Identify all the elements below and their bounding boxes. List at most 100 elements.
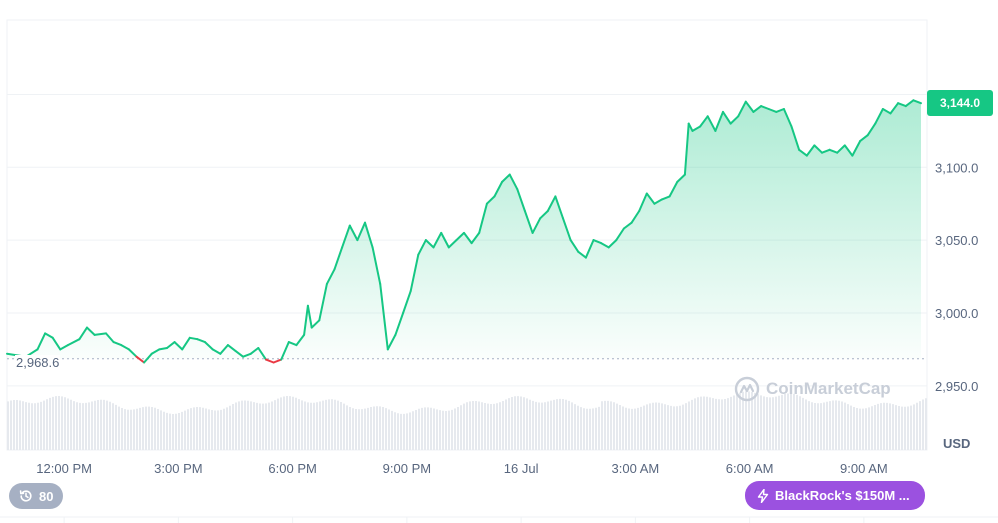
price-line-segment (630, 210, 641, 224)
price-line-segment (508, 173, 519, 191)
price-line-segment (409, 253, 420, 293)
price-line-segment (447, 239, 458, 249)
history-badge[interactable]: 80 (9, 483, 64, 509)
price-line-segment (226, 344, 237, 352)
currency-label: USD (943, 436, 971, 451)
price-line-segment (554, 195, 564, 220)
price-line-segment (120, 344, 130, 351)
price-line-segment (501, 173, 511, 183)
price-line-segment (356, 221, 366, 242)
price-line-segment (211, 348, 222, 355)
price-line-segment (386, 333, 397, 351)
x-tick-label: 9:00 PM (383, 461, 431, 476)
price-line-segment (562, 217, 572, 242)
price-line-segment (143, 352, 153, 364)
price-line-segment (798, 148, 808, 157)
price-line-segment (516, 188, 526, 212)
x-tick-label: 6:00 PM (268, 461, 316, 476)
price-line-segment (737, 100, 747, 118)
coinmarketcap-watermark: CoinMarketCap (734, 376, 891, 402)
price-line-segment (402, 290, 412, 314)
price-line-segment (424, 239, 435, 249)
price-line-segment (881, 108, 892, 115)
price-line-segment (455, 231, 465, 242)
price-line (6, 99, 922, 364)
price-line-segment (752, 105, 763, 113)
y-tick-label: 3,000.0 (935, 306, 978, 321)
price-line-segment (310, 319, 321, 329)
x-tick-label: 9:00 AM (840, 461, 888, 476)
price-line-segment (78, 326, 88, 341)
price-line-segment (523, 210, 534, 234)
price-line-segment (699, 115, 709, 128)
price-line-segment (135, 355, 146, 364)
price-line-segment (188, 336, 199, 341)
price-line-segment (889, 102, 900, 115)
price-line-segment (417, 239, 427, 256)
price-line-segment (478, 202, 488, 234)
price-line-segment (687, 122, 694, 132)
price-line-segment (59, 344, 69, 351)
price-line-segment (638, 192, 648, 212)
watermark-text: CoinMarketCap (766, 379, 891, 398)
x-tick-label: 6:00 AM (726, 461, 774, 476)
x-tick-label: 3:00 AM (612, 461, 660, 476)
x-tick-label: 16 Jul (504, 461, 539, 476)
price-line-segment (341, 224, 351, 249)
price-line-segment (127, 348, 138, 358)
lightning-icon (757, 488, 769, 503)
price-line-segment (318, 282, 328, 322)
y-tick-label: 3,050.0 (935, 233, 978, 248)
price-line-segment (249, 347, 260, 355)
volume-bar-group (7, 391, 927, 450)
price-line-segment (86, 326, 96, 336)
price-line-segment (897, 102, 907, 108)
price-line-segment (577, 250, 587, 259)
news-text: BlackRock's $150M ... (775, 488, 910, 503)
price-line-segment (325, 268, 336, 285)
price-line-segment (364, 221, 374, 249)
y-tick-label: 3,100.0 (935, 160, 978, 175)
price-line-segment (706, 115, 717, 132)
price-line-segment (866, 122, 877, 137)
price-line-segment (257, 347, 267, 361)
price-line-segment (242, 352, 252, 358)
price-line-segment (463, 231, 473, 245)
price-line-segment (767, 108, 778, 113)
news-badge[interactable]: BlackRock's $150M ... (745, 481, 925, 510)
price-line-segment (303, 304, 309, 336)
price-line-segment (912, 99, 922, 105)
history-count: 80 (39, 488, 54, 504)
price-line-segment (622, 221, 633, 230)
price-line-segment (539, 210, 549, 220)
price-line-segment (371, 246, 382, 285)
price-line-segment (196, 338, 206, 344)
price-line-segment (607, 239, 618, 249)
price-line-segment (744, 100, 755, 113)
price-line-segment (287, 341, 298, 347)
price-line-segment (782, 108, 793, 128)
price-line-segment (181, 336, 191, 351)
price-line-segment (828, 148, 839, 154)
price-line-segment (676, 173, 686, 183)
price-line-segment (66, 338, 81, 347)
price-line-segment (166, 341, 176, 349)
price-line-segment (843, 144, 854, 157)
price-line-segment (485, 195, 496, 205)
price-line-segment (874, 108, 884, 125)
price-line-segment (470, 231, 481, 245)
price-line-segment (44, 332, 54, 339)
price-line-segment (691, 125, 702, 132)
price-line-segment (668, 180, 679, 198)
price-line-segment (775, 108, 785, 113)
price-line-segment (904, 99, 915, 108)
price-line-segment (219, 344, 229, 355)
last-price-tag: 3,144.0 (927, 90, 993, 117)
x-tick-label: 3:00 PM (154, 461, 202, 476)
price-line-segment (592, 239, 603, 245)
price-line-segment (272, 358, 283, 364)
price-line-segment (234, 349, 245, 358)
price-line-segment (493, 180, 504, 198)
price-line-segment (348, 224, 359, 242)
